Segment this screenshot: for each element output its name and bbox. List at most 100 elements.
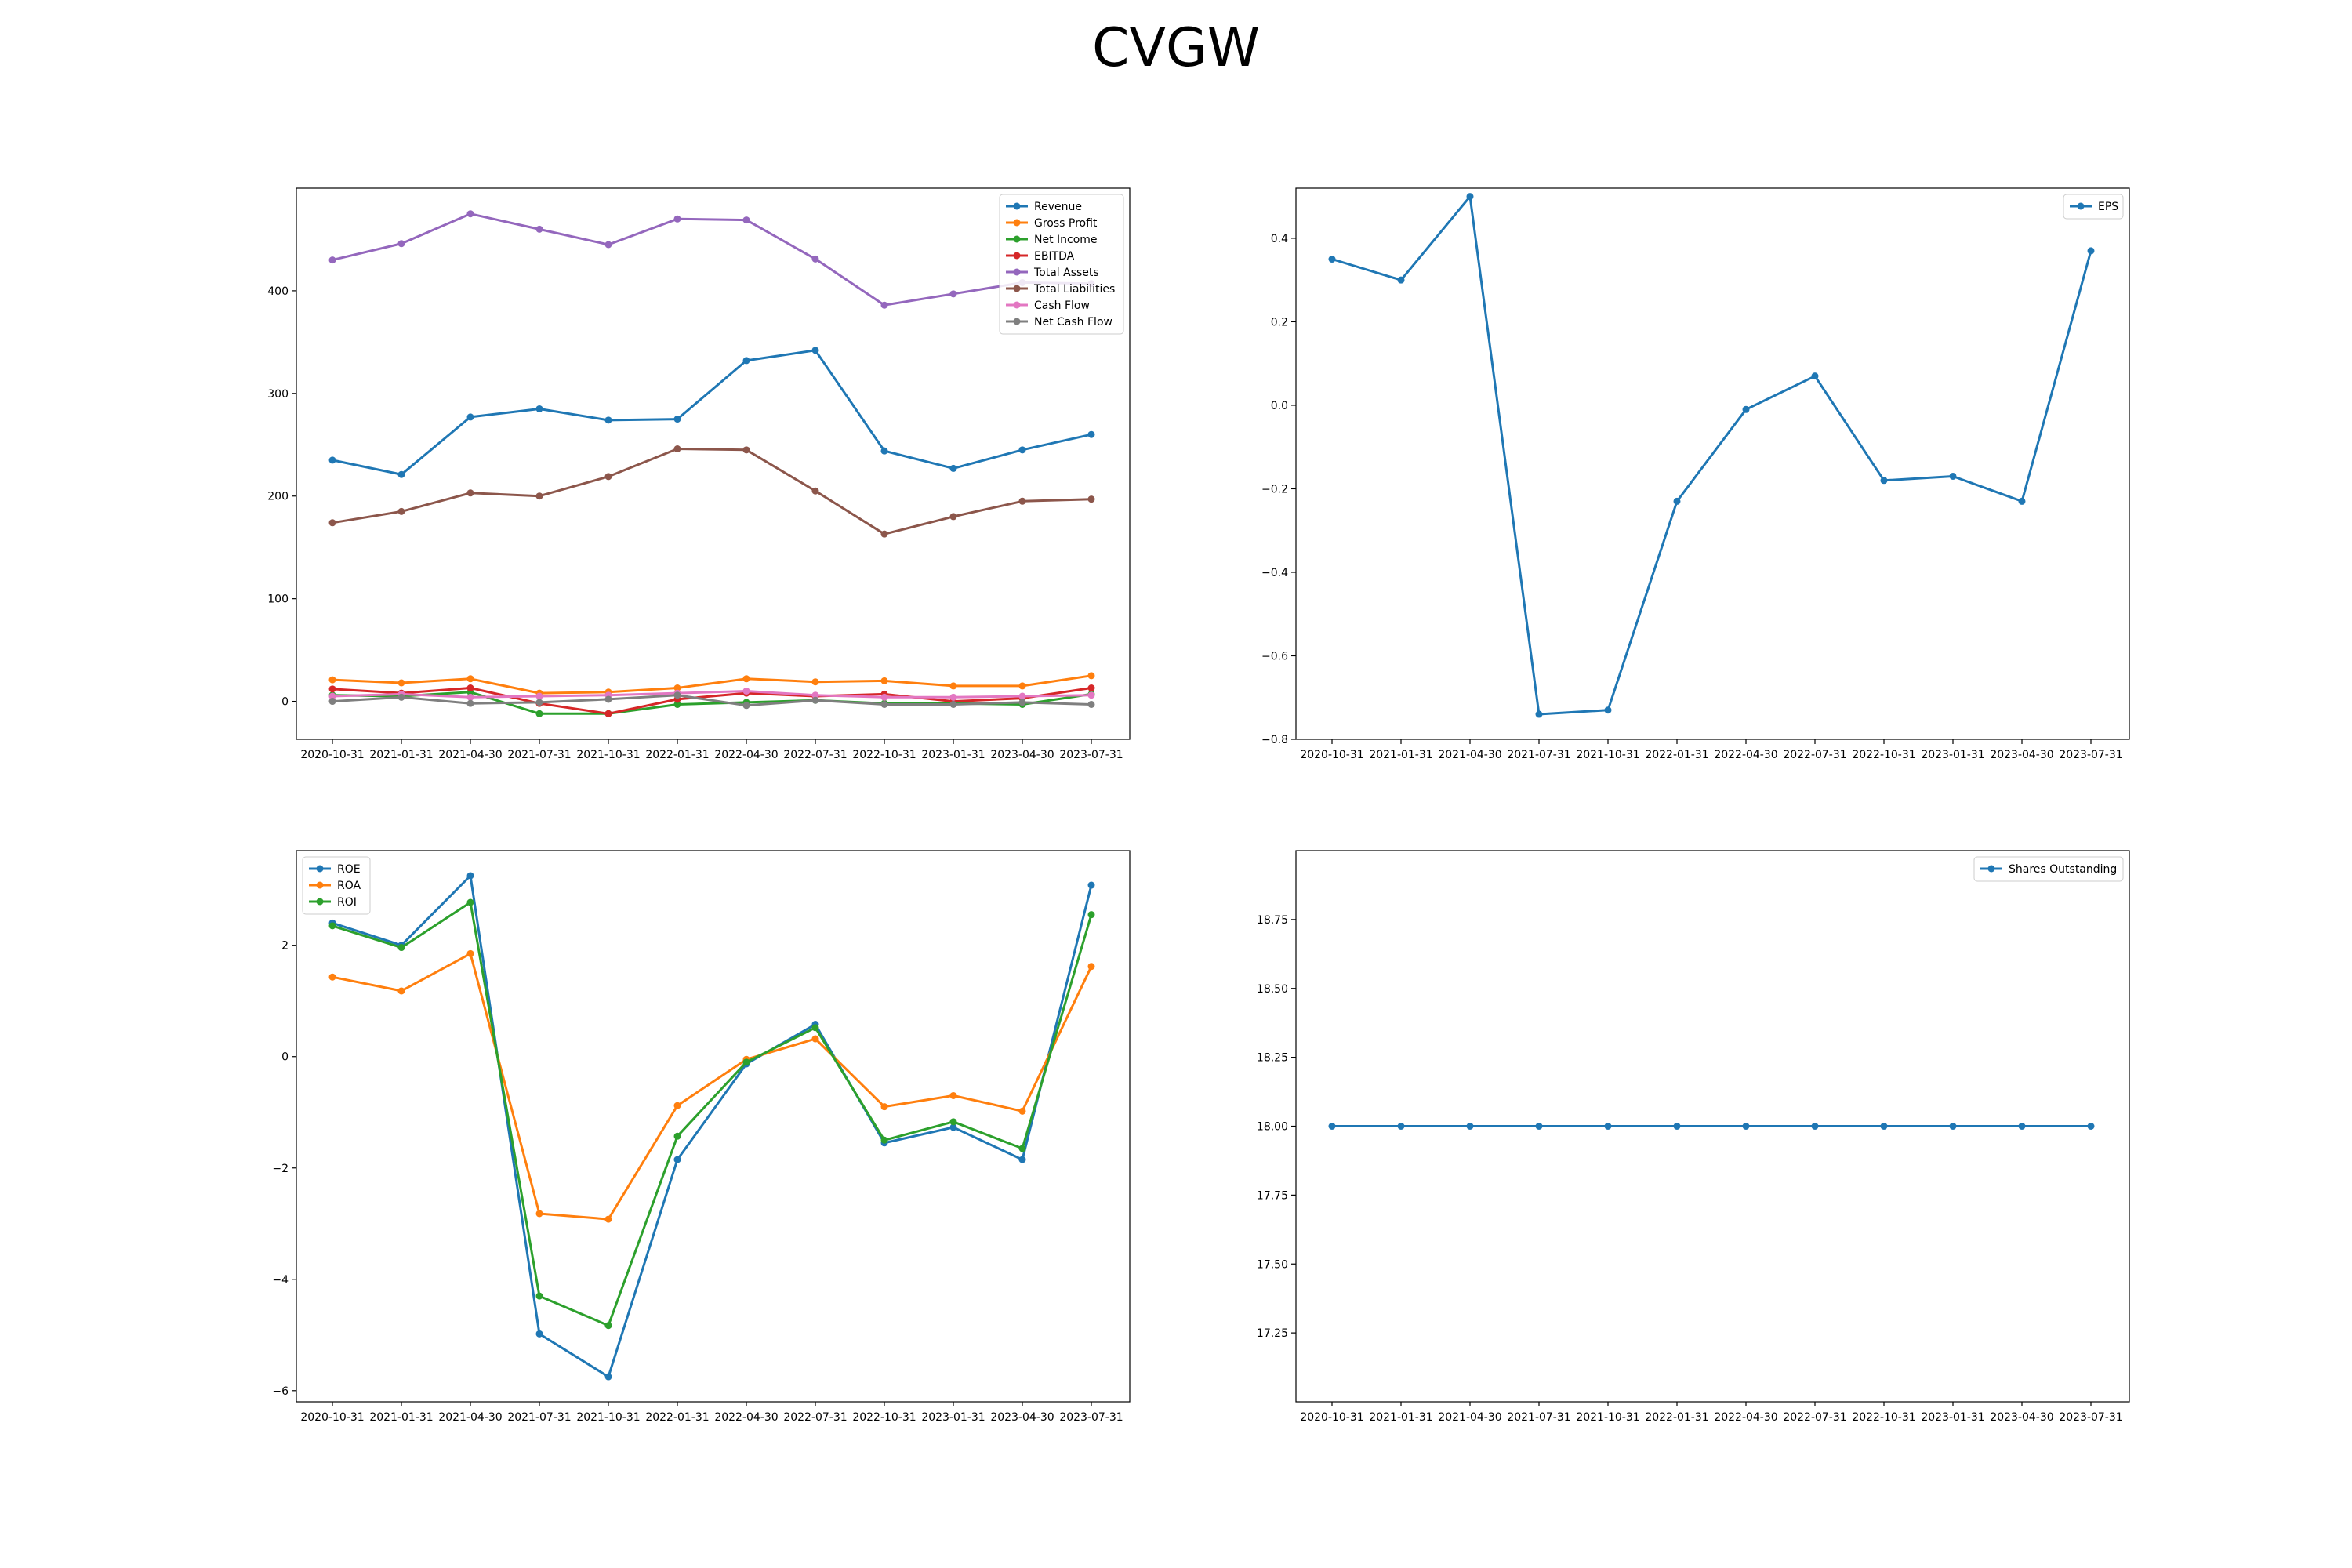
legend-marker: [1013, 301, 1021, 309]
data-point: [397, 693, 405, 701]
legend-label: Net Cash Flow: [1034, 316, 1112, 328]
data-point: [673, 700, 681, 708]
series-line: [332, 674, 1092, 695]
data-point: [1880, 1123, 1888, 1130]
data-point: [742, 675, 750, 683]
y-tick-label: 100: [267, 593, 289, 606]
x-tick-label: 2022-04-30: [1714, 749, 1777, 761]
data-point: [811, 1035, 819, 1043]
data-point: [535, 710, 543, 717]
data-point: [1811, 372, 1819, 380]
y-tick-label: 0: [281, 696, 289, 709]
data-point: [466, 413, 474, 421]
data-point: [466, 210, 474, 218]
series-total-assets: [328, 210, 1095, 309]
legend-marker: [2077, 202, 2085, 210]
legend-label: Total Liabilities: [1033, 283, 1115, 296]
data-point: [397, 679, 405, 687]
x-tick-label: 2021-04-30: [1438, 749, 1501, 761]
data-point: [1328, 1123, 1336, 1130]
data-point: [535, 492, 543, 500]
data-point: [1087, 684, 1095, 692]
data-point: [466, 949, 474, 957]
x-tick-label: 2021-10-31: [576, 1411, 640, 1424]
data-point: [397, 240, 405, 248]
data-point: [742, 446, 750, 454]
legend-marker: [1013, 219, 1021, 227]
y-tick-label: −2: [272, 1163, 289, 1175]
data-point: [673, 445, 681, 453]
x-tick-label: 2021-07-31: [507, 1411, 571, 1424]
x-tick-label: 2020-10-31: [300, 749, 364, 761]
data-point: [949, 1091, 957, 1099]
data-point: [328, 519, 336, 527]
data-point: [604, 1322, 612, 1330]
y-tick-label: 17.75: [1257, 1189, 1288, 1202]
data-point: [673, 684, 681, 692]
x-tick-label: 2021-10-31: [576, 749, 640, 761]
x-tick-label: 2022-10-31: [1852, 1411, 1915, 1424]
legend-label: ROA: [337, 880, 361, 892]
data-point: [466, 684, 474, 692]
series-total-liabilities: [328, 445, 1095, 538]
data-point: [1087, 672, 1095, 680]
y-tick-label: −0.8: [1261, 734, 1288, 746]
data-point: [811, 255, 819, 263]
series-line: [332, 874, 1093, 1378]
legend-box: [999, 194, 1124, 335]
data-point: [328, 922, 336, 930]
data-point: [742, 216, 750, 224]
data-point: [949, 290, 957, 298]
data-point: [673, 691, 681, 699]
data-point: [1087, 881, 1095, 889]
data-point: [1087, 430, 1095, 438]
data-point: [328, 256, 336, 264]
data-point: [880, 447, 888, 455]
legend-label: Gross Profit: [1034, 217, 1098, 230]
x-tick-label: 2022-01-31: [645, 749, 709, 761]
series-line: [332, 952, 1093, 1221]
data-point: [949, 682, 957, 690]
x-tick-label: 2022-07-31: [1783, 749, 1846, 761]
x-tick-label: 2023-07-31: [2059, 749, 2122, 761]
y-tick-label: 300: [267, 388, 289, 401]
y-tick-label: 0.2: [1271, 316, 1288, 328]
x-tick-label: 2023-01-31: [1921, 1411, 1984, 1424]
x-tick-label: 2022-01-31: [1645, 1411, 1708, 1424]
x-tick-label: 2022-10-31: [852, 1411, 916, 1424]
data-point: [811, 347, 819, 354]
data-point: [811, 696, 819, 704]
series-line: [332, 901, 1093, 1327]
data-point: [604, 695, 612, 703]
series-line: [332, 690, 1092, 699]
y-tick-label: 17.25: [1257, 1327, 1288, 1340]
legend-label: ROI: [337, 896, 357, 909]
x-tick-label: 2023-01-31: [1921, 749, 1984, 761]
series-eps: [1328, 193, 2095, 718]
y-tick-label: 18.25: [1257, 1052, 1288, 1065]
legend-label: Shares Outstanding: [2009, 863, 2117, 876]
series-roi: [328, 898, 1095, 1330]
x-tick-label: 2021-10-31: [1576, 749, 1639, 761]
x-tick-label: 2021-04-30: [438, 749, 502, 761]
x-tick-label: 2021-10-31: [1576, 1411, 1639, 1424]
data-point: [673, 1156, 681, 1163]
data-point: [328, 685, 336, 693]
data-point: [1018, 699, 1026, 706]
data-point: [880, 1136, 888, 1144]
y-tick-label: −0.4: [1261, 567, 1288, 579]
y-tick-label: 18.00: [1257, 1121, 1288, 1134]
data-point: [1087, 691, 1095, 699]
x-tick-label: 2022-10-31: [852, 749, 916, 761]
x-tick-label: 2021-07-31: [1507, 1411, 1570, 1424]
series-shares-outstanding: [1328, 1123, 2095, 1130]
x-tick-label: 2020-10-31: [1300, 1411, 1363, 1424]
legend-marker: [1013, 285, 1021, 292]
data-point: [742, 687, 750, 695]
data-point: [1087, 911, 1095, 919]
data-point: [1880, 477, 1888, 485]
data-point: [535, 1292, 543, 1300]
series-line: [332, 212, 1092, 307]
x-tick-label: 2021-01-31: [1369, 749, 1432, 761]
